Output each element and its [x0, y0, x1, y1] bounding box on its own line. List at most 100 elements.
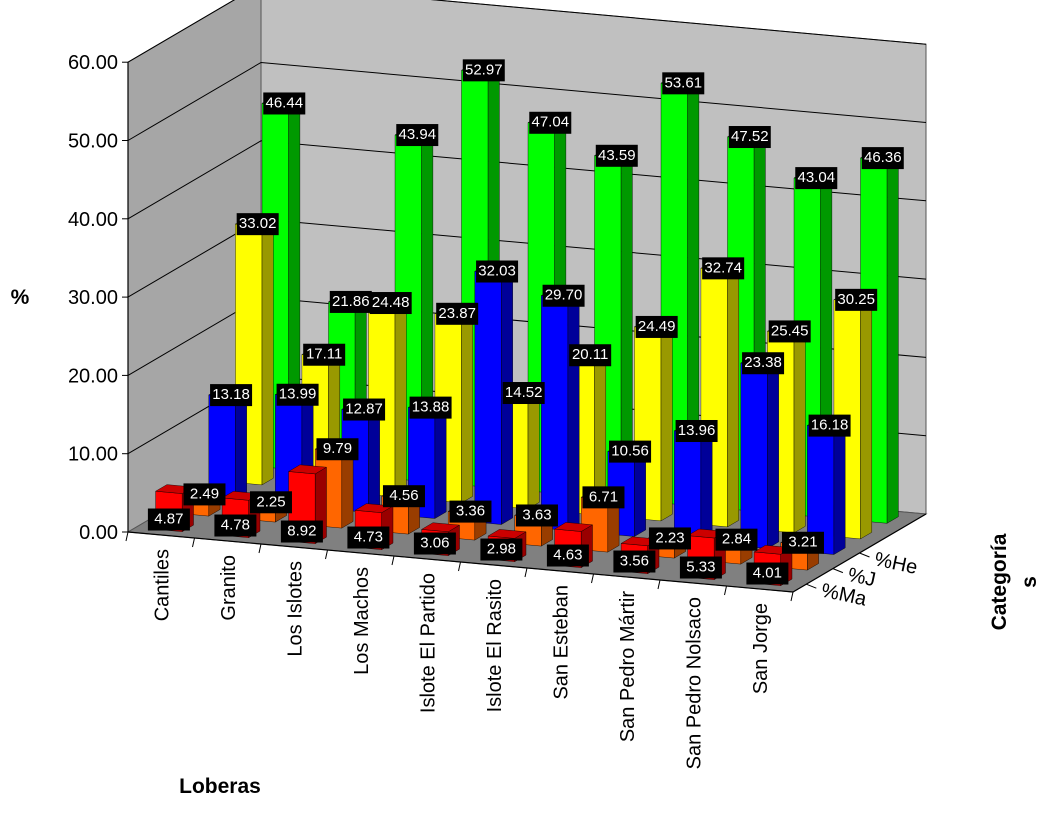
- z-tick: [806, 583, 817, 589]
- data-label-box: [436, 302, 479, 325]
- data-label-text: 25.45: [771, 322, 809, 339]
- data-label-box: [303, 343, 346, 366]
- data-label: 4.63: [546, 544, 589, 567]
- data-label: 6.71: [582, 486, 625, 509]
- gridline: [127, 0, 927, 63]
- data-label: 8.92: [280, 520, 323, 543]
- data-label-box: [369, 292, 412, 315]
- data-label: 13.18: [210, 384, 253, 407]
- data-label-box: [476, 260, 519, 283]
- y-tick-label: 40.00: [68, 209, 118, 231]
- bar-top-face: [553, 522, 594, 532]
- data-label-text: 2.23: [655, 529, 684, 546]
- data-label-box: [343, 398, 386, 421]
- bar-top-face: [287, 464, 328, 475]
- data-label: 30.25: [835, 288, 878, 311]
- data-label: 13.88: [409, 396, 452, 419]
- bar-side-face: [527, 388, 540, 510]
- bar-side-face: [368, 404, 380, 513]
- x-tick: [790, 591, 794, 602]
- data-label: 2.49: [183, 483, 226, 506]
- x-axis-title: Loberas: [179, 775, 261, 798]
- bar-side-face: [700, 426, 713, 543]
- data-label-text: 13.99: [279, 386, 317, 403]
- data-label-text: 43.94: [399, 126, 437, 143]
- data-label-text: 2.49: [190, 485, 219, 502]
- data-label: 4.56: [382, 485, 425, 508]
- data-label: 47.04: [529, 111, 572, 134]
- data-label: 4.87: [147, 508, 190, 531]
- data-label-box: [569, 344, 612, 367]
- bar-side-face: [434, 402, 447, 519]
- data-label-text: 30.25: [837, 291, 875, 308]
- x-tick: [325, 549, 328, 560]
- data-label-box: [861, 147, 904, 170]
- data-label-box: [183, 483, 226, 506]
- data-label-text: 53.61: [665, 74, 703, 91]
- data-label: 20.11: [569, 344, 612, 367]
- data-label-box: [768, 320, 811, 343]
- data-label-box: [347, 526, 390, 549]
- data-label-text: 13.18: [212, 386, 250, 403]
- data-label: 2.98: [480, 538, 523, 561]
- x-tick: [657, 579, 661, 590]
- data-label-text: 4.63: [553, 546, 582, 563]
- bar-top-face: [420, 522, 461, 533]
- data-label: 47.52: [728, 126, 771, 149]
- data-label: 3.63: [515, 504, 558, 527]
- data-label: 24.48: [369, 292, 412, 315]
- data-label-box: [449, 500, 492, 523]
- x-tick: [258, 543, 262, 554]
- bar-front-face: [474, 271, 502, 525]
- data-label-text: 4.73: [354, 528, 383, 545]
- data-label-box: [546, 544, 589, 567]
- z-tick: [859, 552, 870, 558]
- bar-side-face: [235, 390, 247, 501]
- data-label-box: [316, 438, 359, 461]
- data-label-box: [542, 284, 585, 307]
- data-label: 12.87: [343, 398, 386, 421]
- bar: [540, 288, 580, 531]
- data-label: 13.99: [276, 383, 319, 406]
- data-label-box: [835, 288, 878, 311]
- data-label-box: [609, 440, 652, 463]
- x-tick-label: Cantiles: [151, 549, 173, 621]
- data-label-box: [715, 528, 758, 551]
- x-tick-label: Los Islotes: [284, 561, 306, 657]
- data-label-text: 16.18: [811, 417, 849, 434]
- x-tick: [524, 567, 528, 578]
- data-label-text: 32.74: [704, 259, 742, 276]
- x-tick-label: Islote El Partido: [417, 573, 439, 713]
- x-tick: [125, 531, 129, 542]
- data-label: 5.33: [679, 556, 722, 579]
- data-label: 3.06: [413, 532, 456, 555]
- data-label: 21.86: [329, 290, 372, 313]
- data-label: 4.78: [214, 514, 257, 537]
- data-label: 52.97: [462, 59, 505, 82]
- data-label-text: 46.44: [266, 94, 304, 111]
- data-label-text: 3.56: [620, 552, 649, 569]
- bar: [474, 264, 514, 525]
- data-label-text: 21.86: [332, 293, 370, 310]
- data-label-text: 13.88: [412, 399, 450, 416]
- data-label: 43.94: [396, 124, 439, 147]
- data-label: 2.23: [648, 527, 691, 550]
- data-label: 2.25: [249, 491, 292, 514]
- bar-side-face: [394, 298, 407, 498]
- data-label-text: 23.87: [438, 305, 476, 322]
- y-tick-label: 50.00: [68, 131, 118, 153]
- y-axis-title: %: [11, 286, 30, 309]
- bar-side-face: [767, 358, 779, 549]
- x-tick: [591, 573, 594, 584]
- data-label-text: 3.36: [456, 503, 485, 520]
- data-label-box: [746, 562, 789, 585]
- bar: [740, 356, 780, 549]
- data-label-box: [648, 527, 691, 550]
- x-tick-label: San Jorge: [750, 603, 772, 694]
- data-label-box: [280, 520, 323, 543]
- x-tick-label: Los Machos: [351, 567, 373, 675]
- data-label-box: [413, 532, 456, 555]
- y-tick-label: 60.00: [68, 52, 118, 74]
- gridline: [127, 140, 927, 220]
- data-label: 2.84: [715, 528, 758, 551]
